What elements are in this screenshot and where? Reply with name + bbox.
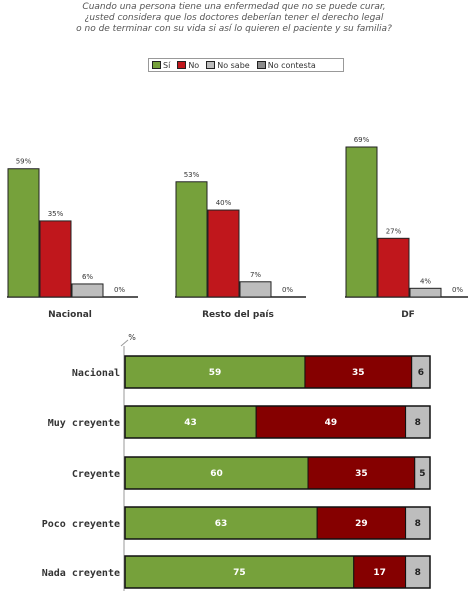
- bar-df-si: [345, 146, 378, 298]
- chart-title: Cuando una persona tiene una enfermedad …: [0, 2, 468, 35]
- bar-df-no: [377, 237, 410, 298]
- legend-label-no: No: [188, 60, 200, 70]
- segment-label-nada-creyente-no-sabe: 8: [415, 568, 421, 578]
- row-label-nada-creyente: Nada creyente: [42, 568, 120, 579]
- bar-outline-nacional: [124, 355, 431, 389]
- row-label-poco-creyente: Poco creyente: [42, 519, 120, 530]
- legend-item-si: Sí: [152, 61, 170, 70]
- bar-nacional-no: [39, 220, 72, 298]
- bar-label-nacional-no-contesta: 0%: [114, 286, 125, 294]
- unit-label: %: [128, 333, 136, 342]
- group-label-nacional: Nacional: [48, 310, 92, 320]
- segment-muy-creyente-no: [255, 405, 407, 439]
- row-label-creyente: Creyente: [72, 469, 120, 480]
- bar-resto-del-pais-no-sabe: [239, 281, 272, 298]
- segment-label-poco-creyente-si: 63: [215, 519, 228, 529]
- bar-resto-del-pais-si: [175, 181, 208, 298]
- bar-resto-del-pais-no: [207, 209, 240, 298]
- bar-label-resto-del-pais-si: 53%: [184, 171, 200, 179]
- segment-label-muy-creyente-no: 49: [325, 418, 338, 428]
- bar-label-df-no-sabe: 4%: [420, 277, 431, 285]
- segment-poco-creyente-no: [316, 506, 407, 540]
- legend-swatch-no: [177, 61, 187, 69]
- segment-poco-creyente-no-sabe: [405, 506, 431, 540]
- bar-outline-creyente: [124, 456, 431, 490]
- segment-label-muy-creyente-si: 43: [184, 418, 197, 428]
- bar-label-resto-del-pais-no: 40%: [216, 199, 232, 207]
- bar-label-nacional-si: 59%: [16, 158, 32, 166]
- segment-label-nada-creyente-si: 75: [233, 568, 246, 578]
- group-label-resto-del-pais: Resto del país: [202, 310, 274, 320]
- group-label-df: DF: [401, 310, 415, 320]
- title-line-3: o no de terminar con su vida si así lo q…: [76, 24, 392, 34]
- bar-label-df-no-contesta: 0%: [452, 286, 463, 294]
- legend: Sí No No sabe No contesta: [148, 58, 344, 72]
- bar-label-resto-del-pais-no-contesta: 0%: [282, 286, 293, 294]
- bar-label-resto-del-pais-no-sabe: 7%: [250, 271, 261, 279]
- segment-label-nada-creyente-no: 17: [373, 568, 386, 578]
- legend-swatch-si: [152, 61, 161, 69]
- legend-swatch-no-contesta: [256, 61, 266, 69]
- bar-outline-poco-creyente: [124, 506, 431, 540]
- segment-label-nacional-no-sabe: 6: [418, 368, 424, 378]
- category-axis-cap: [120, 339, 129, 347]
- row-label-muy-creyente: Muy creyente: [48, 418, 120, 429]
- legend-item-no-sabe: No sabe: [206, 61, 250, 70]
- segment-muy-creyente-no-sabe: [405, 405, 431, 439]
- segment-label-creyente-no-sabe: 5: [419, 469, 425, 479]
- segment-nada-creyente-no-sabe: [405, 555, 431, 589]
- bar-outline-muy-creyente: [124, 405, 431, 439]
- legend-label-si: Sí: [163, 60, 171, 70]
- bar-label-nacional-no: 35%: [48, 210, 64, 218]
- bar-label-nacional-no-sabe: 6%: [82, 273, 93, 281]
- legend-item-no-contesta: No contesta: [256, 60, 316, 70]
- bar-outline-nada-creyente: [124, 555, 431, 589]
- title-line-1: Cuando una persona tiene una enfermedad …: [82, 2, 386, 12]
- legend-label-no-contesta: No contesta: [267, 60, 316, 70]
- segment-label-poco-creyente-no: 29: [355, 519, 368, 529]
- bar-label-df-si: 69%: [354, 136, 370, 144]
- bar-nacional-si: [7, 168, 40, 298]
- title-line-2: ¿usted considera que los doctores deberí…: [84, 13, 384, 23]
- segment-label-poco-creyente-no-sabe: 8: [415, 519, 421, 529]
- segment-label-nacional-si: 59: [209, 368, 222, 378]
- bar-df-no-sabe: [409, 287, 442, 298]
- segment-label-nacional-no: 35: [352, 368, 365, 378]
- segment-label-creyente-si: 60: [210, 469, 223, 479]
- segment-poco-creyente-si: [124, 506, 318, 540]
- segment-label-muy-creyente-no-sabe: 8: [415, 418, 421, 428]
- legend-swatch-no-sabe: [206, 61, 216, 69]
- bar-nacional-no-sabe: [71, 283, 104, 298]
- legend-item-no: No: [177, 61, 199, 70]
- segment-label-creyente-no: 35: [355, 469, 368, 479]
- bar-label-df-no: 27%: [386, 227, 402, 235]
- row-label-nacional: Nacional: [72, 367, 120, 379]
- legend-label-no-sabe: No sabe: [217, 60, 250, 70]
